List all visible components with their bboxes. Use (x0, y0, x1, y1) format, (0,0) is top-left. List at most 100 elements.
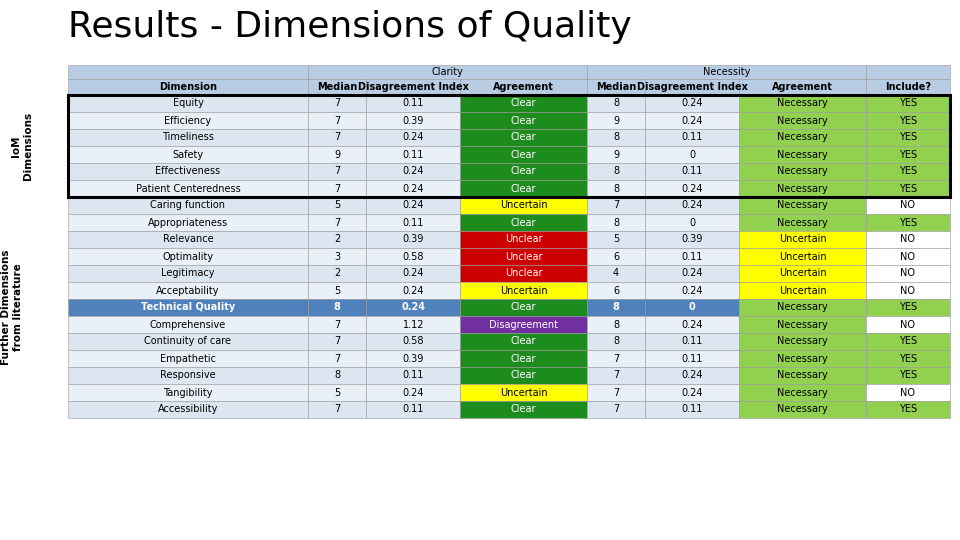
Text: Continuity of care: Continuity of care (144, 336, 231, 347)
Text: Clear: Clear (511, 166, 537, 177)
Bar (739, 333, 866, 350)
Text: Acceptability: Acceptability (156, 286, 220, 295)
Text: YES: YES (899, 218, 917, 227)
Bar (866, 333, 950, 350)
Text: Uncertain: Uncertain (779, 286, 827, 295)
Bar (367, 231, 461, 248)
Bar (461, 231, 587, 248)
Bar (367, 265, 461, 282)
Bar (308, 214, 367, 231)
Bar (68, 299, 308, 316)
Text: 0.39: 0.39 (682, 234, 703, 245)
Bar (645, 146, 739, 163)
Bar (461, 248, 587, 265)
Bar (739, 350, 866, 367)
Text: YES: YES (899, 354, 917, 363)
Bar (645, 299, 739, 316)
Text: Necessary: Necessary (777, 320, 828, 329)
Text: Median: Median (596, 82, 636, 92)
Text: Clear: Clear (511, 116, 537, 125)
Text: Disagreement: Disagreement (489, 320, 558, 329)
Bar (866, 231, 950, 248)
Text: Comprehensive: Comprehensive (150, 320, 227, 329)
Text: 2: 2 (334, 268, 340, 279)
Bar (461, 367, 587, 384)
Bar (587, 248, 645, 265)
Text: Clear: Clear (511, 98, 537, 109)
Text: 0.39: 0.39 (402, 116, 424, 125)
Bar (645, 384, 739, 401)
Text: YES: YES (899, 150, 917, 159)
Text: Clear: Clear (511, 336, 537, 347)
Bar (308, 112, 367, 129)
Text: YES: YES (899, 132, 917, 143)
Text: NO: NO (900, 252, 915, 261)
Text: 0.24: 0.24 (682, 388, 703, 397)
Bar (587, 95, 645, 112)
Bar (587, 282, 645, 299)
Bar (461, 401, 587, 418)
Bar (461, 197, 587, 214)
Text: YES: YES (899, 336, 917, 347)
Bar (739, 248, 866, 265)
Bar (739, 129, 866, 146)
Text: YES: YES (899, 370, 917, 381)
Text: 8: 8 (612, 336, 619, 347)
Text: 0.11: 0.11 (682, 354, 703, 363)
Text: Median: Median (317, 82, 357, 92)
Text: NO: NO (900, 388, 915, 397)
Bar (461, 214, 587, 231)
Bar (587, 146, 645, 163)
Bar (587, 231, 645, 248)
Text: Unclear: Unclear (505, 252, 542, 261)
Bar (739, 180, 866, 197)
Bar (308, 163, 367, 180)
Bar (308, 231, 367, 248)
Bar (68, 129, 308, 146)
Bar (587, 316, 645, 333)
Bar (367, 316, 461, 333)
Text: Clear: Clear (511, 184, 537, 193)
Bar (739, 316, 866, 333)
Bar (461, 384, 587, 401)
Bar (367, 163, 461, 180)
Text: Necessary: Necessary (777, 218, 828, 227)
Text: 0.24: 0.24 (402, 132, 424, 143)
Bar (587, 299, 645, 316)
Bar (866, 197, 950, 214)
Bar (587, 401, 645, 418)
Bar (68, 384, 308, 401)
Bar (645, 180, 739, 197)
Text: Relevance: Relevance (162, 234, 213, 245)
Text: Necessary: Necessary (777, 336, 828, 347)
Text: YES: YES (899, 404, 917, 415)
Text: 0.11: 0.11 (682, 252, 703, 261)
Text: Agreement: Agreement (772, 82, 833, 92)
Bar (645, 79, 739, 95)
Text: 8: 8 (612, 98, 619, 109)
Bar (461, 146, 587, 163)
Bar (645, 95, 739, 112)
Bar (645, 282, 739, 299)
Bar (866, 112, 950, 129)
Text: 0.11: 0.11 (682, 132, 703, 143)
Text: Necessary: Necessary (777, 116, 828, 125)
Bar (866, 384, 950, 401)
Text: 0.39: 0.39 (402, 354, 424, 363)
Bar (739, 401, 866, 418)
Text: Clear: Clear (511, 132, 537, 143)
Text: 0: 0 (689, 218, 695, 227)
Bar (461, 265, 587, 282)
Bar (739, 214, 866, 231)
Bar (587, 197, 645, 214)
Bar (68, 180, 308, 197)
Bar (68, 65, 308, 79)
Text: 0.11: 0.11 (682, 336, 703, 347)
Text: Clear: Clear (511, 404, 537, 415)
Text: Empathetic: Empathetic (160, 354, 216, 363)
Text: 2: 2 (334, 234, 340, 245)
Bar (866, 79, 950, 95)
Text: Include?: Include? (885, 82, 931, 92)
Text: Efficiency: Efficiency (164, 116, 211, 125)
Bar (739, 95, 866, 112)
